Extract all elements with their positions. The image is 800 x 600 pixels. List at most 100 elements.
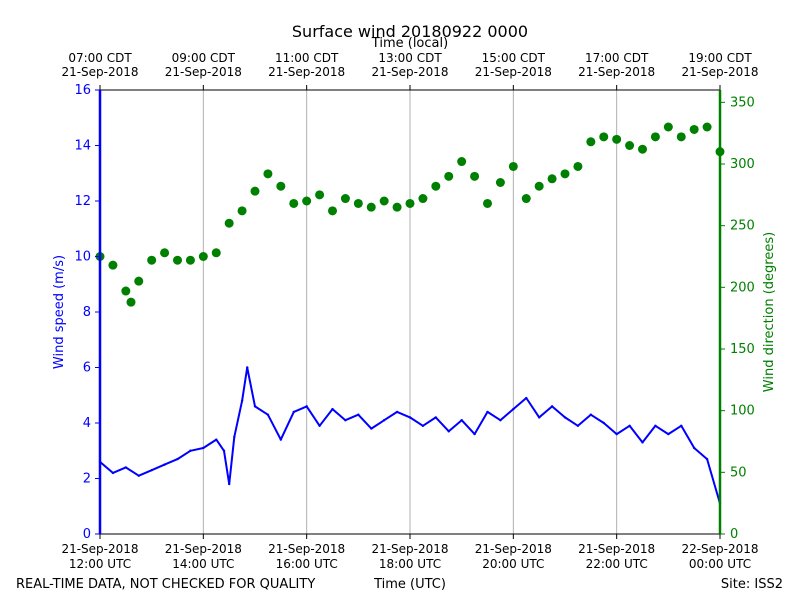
wind-direction-point <box>185 255 195 265</box>
bottom-axis-label: Time (UTC) <box>373 577 446 592</box>
top-tick-date: 21-Sep-2018 <box>371 65 448 79</box>
wind-speed-point <box>408 416 412 419</box>
bottom-tick-time: 20:00 UTC <box>482 557 544 571</box>
series-layer <box>95 122 725 505</box>
chart-title: Surface wind 20180922 0000 <box>292 22 528 41</box>
wind-direction-point <box>405 198 415 208</box>
top-tick-date: 21-Sep-2018 <box>61 65 138 79</box>
top-tick-time: 07:00 CDT <box>68 51 132 65</box>
wind-speed-point <box>331 407 334 411</box>
wind-speed-point <box>486 410 489 414</box>
wind-direction-point <box>147 255 157 265</box>
wind-direction-point <box>508 161 518 171</box>
wind-direction-point <box>650 132 660 142</box>
wind-direction-point <box>418 194 428 204</box>
gridlines <box>202 90 618 534</box>
wind-speed-point <box>680 424 683 427</box>
footer-quality-note: REAL-TIME DATA, NOT CHECKED FOR QUALITY <box>16 577 315 592</box>
wind-speed-point <box>292 410 295 414</box>
wind-direction-point <box>612 134 622 144</box>
left-tick-label: 14 <box>74 139 91 154</box>
wind-direction-point <box>315 190 325 200</box>
top-tick-time: 09:00 CDT <box>172 51 236 65</box>
bottom-tick-time: 12:00 UTC <box>69 557 131 571</box>
wind-direction-point <box>444 171 454 181</box>
wind-speed-point <box>176 457 179 461</box>
right-tick-label: 250 <box>730 219 755 234</box>
wind-speed-point <box>357 413 360 416</box>
wind-speed-point <box>395 410 399 414</box>
wind-speed-point <box>550 405 554 408</box>
wind-direction-point <box>470 171 480 181</box>
wind-speed-point <box>473 432 476 436</box>
bottom-tick-time: 14:00 UTC <box>172 557 234 571</box>
wind-direction-point <box>663 122 673 132</box>
wind-speed-point <box>266 413 270 416</box>
wind-speed-point <box>318 424 321 427</box>
right-tick-label: 100 <box>730 404 755 419</box>
left-tick-label: 8 <box>83 305 91 320</box>
right-tick-label: 350 <box>730 95 755 110</box>
left-tick-label: 4 <box>83 416 91 431</box>
wind-speed-point <box>111 471 115 475</box>
right-tick-label: 300 <box>730 157 755 172</box>
wind-speed-point <box>447 430 450 433</box>
wind-speed-point <box>246 366 249 369</box>
wind-speed-point <box>370 427 373 430</box>
wind-speed-point <box>499 419 502 422</box>
wind-speed-point <box>150 468 153 472</box>
right-tick-label: 50 <box>730 465 747 480</box>
left-axis-ticks: 0 2 4 6 8 10 12 14 16 <box>74 83 100 542</box>
top-tick-date: 21-Sep-2018 <box>475 65 552 79</box>
bottom-tick-time: 18:00 UTC <box>379 557 441 571</box>
top-tick-time: 11:00 CDT <box>275 51 339 65</box>
top-tick-date: 21-Sep-2018 <box>578 65 655 79</box>
wind-direction-point <box>521 194 531 204</box>
wind-direction-point <box>676 132 686 142</box>
wind-direction-point <box>534 181 544 191</box>
left-tick-label: 0 <box>83 527 91 542</box>
wind-direction-point <box>702 122 712 132</box>
wind-speed-point <box>537 416 541 419</box>
wind-speed-point <box>344 419 347 422</box>
bottom-tick-date: 21-Sep-2018 <box>61 542 138 556</box>
wind-direction-point <box>431 181 441 191</box>
bottom-tick-date: 22-Sep-2018 <box>681 542 758 556</box>
left-tick-label: 2 <box>83 472 91 487</box>
wind-direction-point <box>599 132 609 142</box>
wind-speed-point <box>189 449 192 452</box>
wind-speed-point <box>240 399 244 402</box>
top-axis-label: Time (local) <box>371 36 448 51</box>
wind-direction-point <box>289 198 299 208</box>
right-tick-label: 0 <box>730 527 738 542</box>
top-tick-date: 21-Sep-2018 <box>165 65 242 79</box>
bottom-tick-time: 00:00 UTC <box>689 557 751 571</box>
wind-direction-point <box>134 276 144 286</box>
left-axis-label: Wind speed (m/s) <box>52 255 67 369</box>
bottom-tick-date: 21-Sep-2018 <box>371 542 448 556</box>
top-tick-time: 19:00 CDT <box>688 51 752 65</box>
wind-speed-point <box>279 438 283 441</box>
bottom-tick-date: 21-Sep-2018 <box>578 542 655 556</box>
wind-direction-point <box>237 206 247 216</box>
footer-site-label: Site: ISS2 <box>721 577 783 592</box>
right-axis-label: Wind direction (degrees) <box>762 232 777 392</box>
right-tick-label: 200 <box>730 280 755 295</box>
wind-direction-point <box>250 186 260 196</box>
top-tick-date: 21-Sep-2018 <box>681 65 758 79</box>
bottom-tick-date: 21-Sep-2018 <box>268 542 345 556</box>
wind-speed-point <box>421 424 425 427</box>
wind-direction-point <box>547 174 557 184</box>
wind-direction-point <box>160 248 170 258</box>
left-tick-label: 16 <box>74 83 91 98</box>
wind-direction-point <box>302 196 312 206</box>
wind-direction-point <box>392 202 402 212</box>
wind-speed-point <box>654 424 657 427</box>
wind-speed-point <box>615 432 618 436</box>
bottom-tick-date: 21-Sep-2018 <box>475 542 552 556</box>
wind-direction-point <box>224 218 234 228</box>
wind-direction-point <box>560 169 570 179</box>
wind-speed-point <box>434 416 438 419</box>
